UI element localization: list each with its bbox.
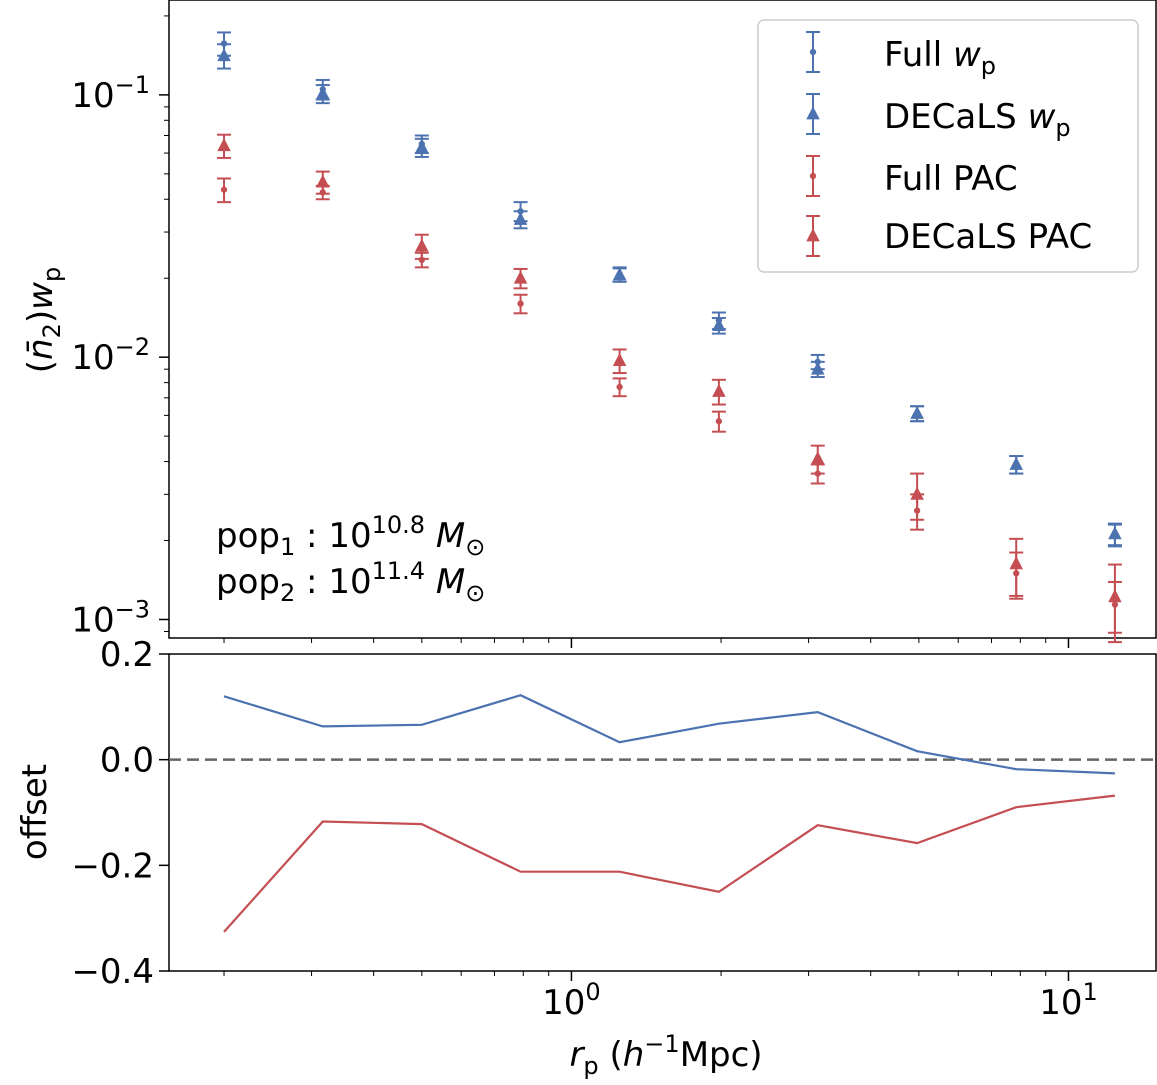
legend-marker <box>809 48 817 56</box>
x-tick-label: 100 <box>542 978 601 1023</box>
triangle-point <box>612 353 627 367</box>
y-tick-label: −0.4 <box>71 952 154 992</box>
bottom-x-ticks: 100 101 <box>223 971 1098 1023</box>
legend-label-full-wp: Full wp <box>884 35 996 80</box>
bottom-y-axis-label: offset <box>15 764 55 860</box>
circle-point <box>715 418 723 425</box>
triangle-point <box>810 361 825 375</box>
ylabel-n: n <box>21 338 61 360</box>
series-3 <box>217 133 1122 644</box>
ylabel-open: ( <box>21 360 61 373</box>
triangle-point <box>513 211 528 225</box>
legend-marker <box>809 172 817 180</box>
y-tick-label: 10−1 <box>71 71 150 116</box>
triangle-point <box>217 138 231 152</box>
legend-box <box>757 19 1139 273</box>
offset-line-blue <box>223 694 1115 775</box>
ylabel-w: w <box>21 282 61 310</box>
top-data-points <box>217 31 1122 644</box>
circle-point <box>616 383 623 391</box>
x-tick-label: 101 <box>1039 978 1098 1023</box>
bottom-y-ticks: 0.2 0.0 −0.2 −0.4 <box>71 635 169 992</box>
triangle-point <box>910 486 924 500</box>
triangle-point <box>1108 589 1122 603</box>
ylabel-p: p <box>38 267 66 282</box>
y-tick-label: 10−2 <box>71 333 150 378</box>
triangle-point <box>415 238 429 252</box>
mass-annotation: pop1 : 1010.8 M⊙ pop2 : 1011.4 M⊙ <box>216 511 485 607</box>
ylabel-close: ) <box>21 310 61 323</box>
y-tick-label: 10−3 <box>71 595 150 640</box>
circle-point <box>220 186 228 193</box>
top-y-axis-label: (n̄2)wp <box>21 267 66 373</box>
triangle-point <box>513 270 528 284</box>
y-tick-label: −0.2 <box>71 846 154 886</box>
y-tick-label: 0.2 <box>100 635 154 675</box>
x-axis-label: rp (h−1Mpc) <box>569 1030 762 1080</box>
bottom-axes-frame <box>168 653 1157 972</box>
top-panel: 10−1 10−2 10−3 (n̄2)wp pop1 : 1010.8 M⊙ po… <box>21 0 1157 648</box>
triangle-point <box>217 48 231 62</box>
triangle-point <box>316 86 330 100</box>
legend-marker <box>806 228 820 242</box>
legend-label-decals-pac: DECaLS PAC <box>884 217 1092 257</box>
triangle-point <box>316 174 330 188</box>
triangle-point <box>712 317 726 331</box>
legend: Full wp DECaLS wp Full PAC DECaLS PAC <box>757 19 1139 273</box>
triangle-point <box>1009 556 1023 570</box>
series-1 <box>217 43 1122 547</box>
top-axes-frame <box>168 0 1157 639</box>
circle-point <box>517 300 524 307</box>
top-y-ticks: 10−1 10−2 10−3 <box>71 15 169 640</box>
legend-label-full-pac: Full PAC <box>884 159 1018 199</box>
triangle-point <box>810 451 825 465</box>
triangle-point <box>1009 456 1023 470</box>
ylabel-sub: 2 <box>38 323 66 338</box>
triangle-point <box>612 267 627 281</box>
bottom-panel: 0.2 0.0 −0.2 −0.4 100 101 offset rp (h−1Mpc) <box>15 635 1157 1080</box>
annotation-pop2: pop2 : 1011.4 M⊙ <box>216 557 485 607</box>
offset-line-red <box>223 794 1116 933</box>
y-tick-label: 0.0 <box>100 741 154 781</box>
triangle-point <box>415 139 429 153</box>
legend-marker <box>806 106 820 120</box>
legend-markers <box>806 31 820 257</box>
annotation-pop1: pop1 : 1010.8 M⊙ <box>216 511 485 561</box>
legend-label-decals-wp: DECaLS wp <box>884 97 1071 142</box>
triangle-point <box>910 405 924 419</box>
bottom-offset-lines <box>169 694 1156 933</box>
triangle-point <box>1108 526 1122 540</box>
triangle-point <box>712 383 726 397</box>
top-x-ticks <box>223 638 1070 648</box>
